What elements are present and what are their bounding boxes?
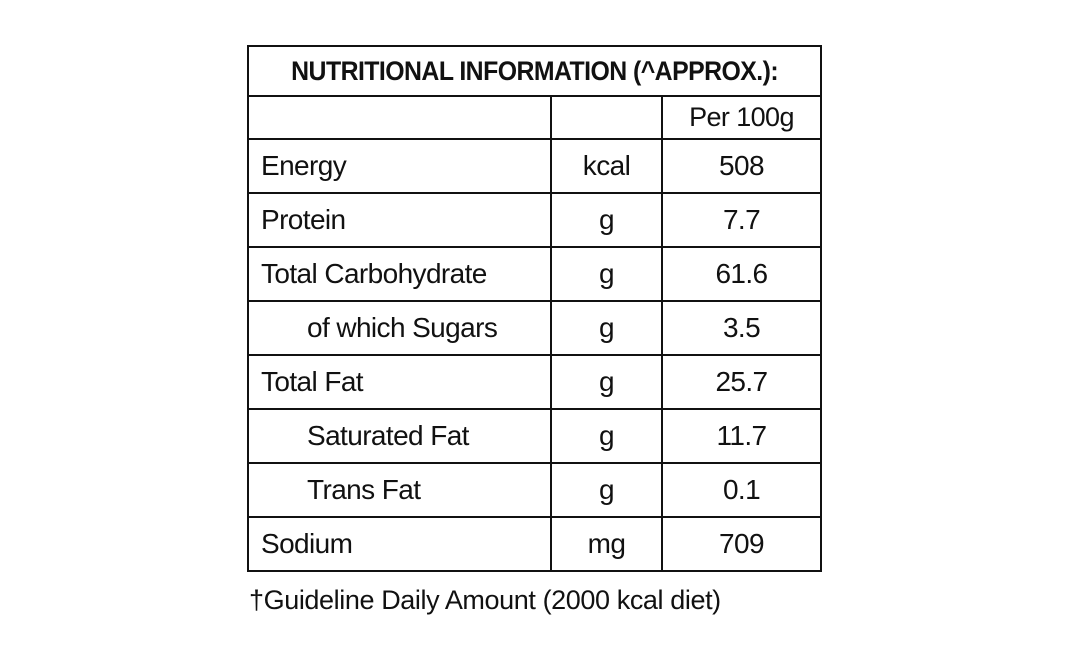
table-row: Protein g 7.7 <box>247 192 822 248</box>
nutrition-table: NUTRITIONAL INFORMATION (^APPROX.): Per … <box>247 45 822 572</box>
nutrient-unit: g <box>550 408 663 464</box>
nutrient-unit: g <box>550 354 663 410</box>
table-row: Energy kcal 508 <box>247 138 822 194</box>
table-row: Sodium mg 709 <box>247 516 822 572</box>
table-row: Saturated Fat g 11.7 <box>247 408 822 464</box>
nutrient-name: Trans Fat <box>247 462 552 518</box>
per-100g-header: Per 100g <box>661 95 822 140</box>
nutrient-name: Sodium <box>247 516 552 572</box>
nutrient-name: Energy <box>247 138 552 194</box>
table-title-cell: NUTRITIONAL INFORMATION (^APPROX.): <box>247 45 822 97</box>
nutrient-name: Total Fat <box>247 354 552 410</box>
nutrient-unit: mg <box>550 516 663 572</box>
table-title-row: NUTRITIONAL INFORMATION (^APPROX.): <box>247 45 822 97</box>
table-row: of which Sugars g 3.5 <box>247 300 822 356</box>
nutrient-unit: g <box>550 462 663 518</box>
nutrient-value: 7.7 <box>661 192 822 248</box>
table-title: NUTRITIONAL INFORMATION (^APPROX.): <box>291 55 778 86</box>
nutrient-value: 508 <box>661 138 822 194</box>
table-header-row: Per 100g <box>247 95 822 140</box>
nutrient-unit: kcal <box>550 138 663 194</box>
nutrient-unit: g <box>550 192 663 248</box>
nutrient-name: Total Carbohydrate <box>247 246 552 302</box>
table-row: Total Fat g 25.7 <box>247 354 822 410</box>
nutrient-value: 61.6 <box>661 246 822 302</box>
nutrient-name: Protein <box>247 192 552 248</box>
nutrient-value: 709 <box>661 516 822 572</box>
nutrient-value: 3.5 <box>661 300 822 356</box>
nutrient-value: 11.7 <box>661 408 822 464</box>
footnote: †Guideline Daily Amount (2000 kcal diet) <box>249 585 721 615</box>
nutrient-value: 25.7 <box>661 354 822 410</box>
table-row: Trans Fat g 0.1 <box>247 462 822 518</box>
nutrient-unit: g <box>550 246 663 302</box>
nutrient-name: of which Sugars <box>247 300 552 356</box>
table-row: Total Carbohydrate g 61.6 <box>247 246 822 302</box>
nutrient-name: Saturated Fat <box>247 408 552 464</box>
nutrient-unit: g <box>550 300 663 356</box>
header-empty-cell <box>550 95 663 140</box>
nutrient-value: 0.1 <box>661 462 822 518</box>
header-empty-cell <box>247 95 552 140</box>
